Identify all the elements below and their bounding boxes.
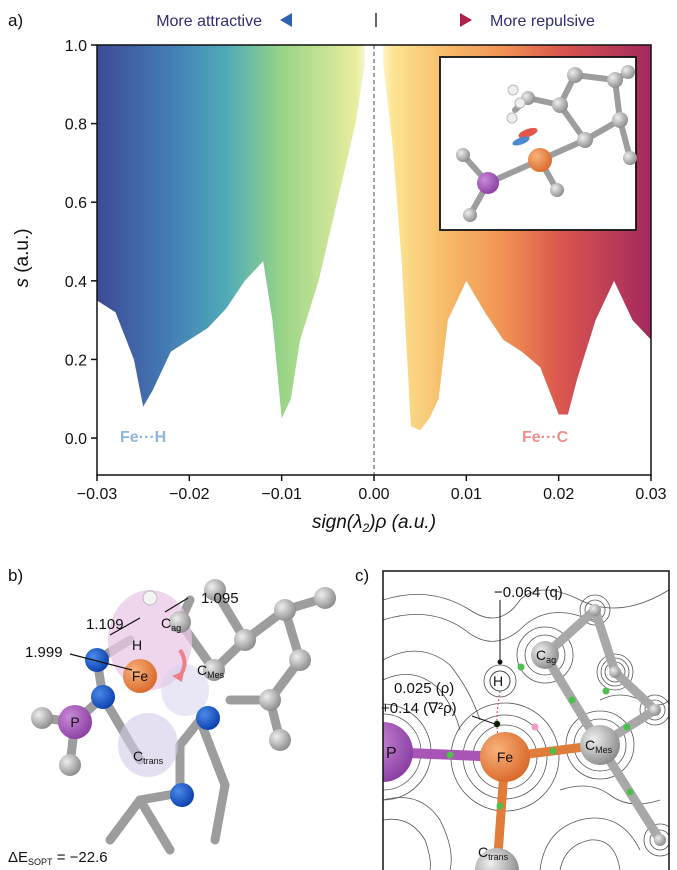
x-tick-label: −0.02 <box>169 486 210 503</box>
atom-main: C <box>161 615 171 631</box>
y-axis-label: s (a.u.) <box>12 228 33 287</box>
atom-main: C <box>197 662 207 678</box>
panel-label: b) <box>8 566 23 585</box>
atom-label: Fe <box>132 668 149 684</box>
panel-c: c) <box>335 566 676 870</box>
panel-b: b) 1.109 <box>8 566 336 867</box>
panel-label: a) <box>8 11 23 30</box>
x-axis-post: )ρ (a.u.) <box>367 512 436 533</box>
x-tick-label: −0.03 <box>77 486 118 503</box>
x-tick-label: 0.00 <box>358 486 389 503</box>
energy-post: = −22.6 <box>53 849 108 866</box>
y-axis-var: s <box>12 278 33 288</box>
y-tick-label: 0.6 <box>65 195 87 212</box>
density-area <box>97 45 365 418</box>
energy-pre: ΔE <box>8 849 28 866</box>
x-axis-label: sign(λ2)ρ (a.u.) <box>312 512 436 535</box>
x-tick-label: 0.03 <box>635 486 666 503</box>
annotation: Fe···H <box>120 429 166 446</box>
density-label: 0.025 (ρ) <box>394 680 454 697</box>
arrow-label: More repulsive <box>490 13 595 30</box>
arrow-label: More attractive <box>156 13 262 30</box>
atom-main: C <box>585 737 595 753</box>
atom-sub: ag <box>171 623 181 633</box>
atom-sub: trans <box>488 852 509 862</box>
distance-label: 1.109 <box>86 616 124 633</box>
x-tick-label: −0.01 <box>261 486 302 503</box>
atom-sub: Mes <box>207 670 225 680</box>
y-tick-label: 0.8 <box>65 117 87 134</box>
atom-main: C <box>133 748 143 764</box>
distance-label: 1.095 <box>201 590 239 607</box>
x-axis-pre: sign(λ <box>312 512 363 533</box>
y-axis-unit: (a.u.) <box>12 228 33 278</box>
direction-arrow <box>280 13 472 27</box>
y-tick-label: 0.0 <box>65 431 87 448</box>
annotation: Fe···C <box>522 429 569 446</box>
x-tick-label: 0.02 <box>543 486 574 503</box>
atom-main: C <box>536 647 546 663</box>
atom-label: H <box>493 673 503 689</box>
atom-sub: Mes <box>595 745 613 755</box>
y-tick-label: 0.2 <box>65 352 87 369</box>
atom-label: P <box>386 745 397 762</box>
y-tick-label: 1.0 <box>65 38 87 55</box>
atom-sub: ag <box>546 655 556 665</box>
atom-label: Fe <box>497 749 514 765</box>
laplacian-label: +0.14 (∇²ρ) <box>381 700 457 717</box>
panel-label: c) <box>355 566 369 585</box>
atom-sub: trans <box>143 756 164 766</box>
distance-label: 1.999 <box>25 644 63 661</box>
charge-label: −0.064 (q) <box>494 584 563 601</box>
y-tick-label: 0.4 <box>65 274 87 291</box>
inset <box>440 57 637 230</box>
atom-label: P <box>70 714 79 730</box>
energy-sub: SOPT <box>28 857 53 867</box>
atom-label: H <box>132 637 142 653</box>
x-tick-label: 0.01 <box>451 486 482 503</box>
atom-main: C <box>478 844 488 860</box>
energy-label: ΔESOPT = −22.6 <box>8 849 108 867</box>
